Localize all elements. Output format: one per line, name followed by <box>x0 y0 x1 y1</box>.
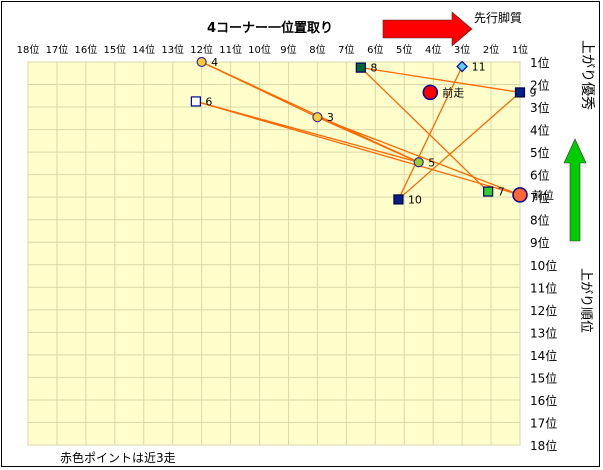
data-label: 11 <box>472 61 486 74</box>
y-tick-label: 13位 <box>530 325 557 340</box>
y-tick-label: 9位 <box>530 235 550 250</box>
y-tick-label: 10位 <box>530 258 557 273</box>
data-label: 4 <box>211 56 218 69</box>
y-tick-label: 16位 <box>530 393 557 408</box>
x-tick-label: 5位 <box>396 43 412 56</box>
data-point <box>413 157 424 168</box>
x-tick-label: 1位 <box>512 43 528 56</box>
x-tick-label: 18位 <box>17 43 40 56</box>
y-tick-label: 3位 <box>530 100 550 115</box>
y-tick-label: 2位 <box>530 78 550 93</box>
arrow-up-icon <box>563 138 587 242</box>
data-point <box>393 194 404 205</box>
data-label: 6 <box>205 95 212 108</box>
connector-line <box>317 116 419 163</box>
y-tick-label: 7位 <box>530 190 550 205</box>
y-tick-label: 5位 <box>530 145 550 160</box>
y-axis-label: 上がり順位 <box>578 268 593 333</box>
connector-line <box>360 66 521 94</box>
x-tick-label: 3位 <box>454 43 470 56</box>
data-label: 7 <box>498 186 505 199</box>
data-point <box>355 62 366 73</box>
x-tick-label: 7位 <box>338 43 354 56</box>
data-label: 前位 <box>532 188 554 202</box>
arrow-right-icon <box>382 11 473 47</box>
data-point <box>422 84 439 101</box>
y-tick-label: 8位 <box>530 213 550 228</box>
y-tick-label: 4位 <box>530 123 550 138</box>
y-tick-label: 11位 <box>530 280 557 295</box>
x-tick-label: 13位 <box>161 43 184 56</box>
connector-line <box>201 61 318 118</box>
data-point <box>196 56 207 68</box>
plot-area <box>27 61 521 446</box>
x-tick-label: 11位 <box>219 43 242 56</box>
data-point <box>312 112 323 123</box>
data-label: 10 <box>408 193 422 206</box>
y-tick-label: 6位 <box>530 168 550 183</box>
x-tick-label: 14位 <box>132 43 155 56</box>
arrow-right-label: 先行脚質 <box>474 10 522 25</box>
y-tick-label: 14位 <box>530 348 557 363</box>
data-label: 3 <box>327 111 334 124</box>
y-tick-label: 12位 <box>530 303 557 318</box>
y-tick-label: 18位 <box>530 438 557 453</box>
connector-line <box>397 66 463 200</box>
x-tick-label: 9位 <box>280 43 296 56</box>
connector-line <box>398 91 521 200</box>
chart-title: 4コーナー一位置取り <box>207 20 333 36</box>
x-tick-label: 16位 <box>75 43 98 56</box>
data-point <box>190 96 201 107</box>
x-tick-label: 6位 <box>367 43 383 56</box>
y-tick-label: 1位 <box>530 55 550 70</box>
data-point <box>483 186 494 197</box>
data-label: 8 <box>370 62 377 75</box>
y-tick-label: 15位 <box>530 370 557 385</box>
connector-line <box>360 67 489 193</box>
x-tick-label: 2位 <box>483 43 499 56</box>
data-label: 5 <box>428 156 435 169</box>
data-point <box>512 187 528 203</box>
y-tick-label: 17位 <box>530 415 557 430</box>
x-tick-label: 17位 <box>46 43 69 56</box>
x-tick-label: 12位 <box>190 43 213 56</box>
arrow-up-label: 上がり優秀 <box>579 40 595 110</box>
data-label: 前走 <box>442 85 464 99</box>
x-tick-label: 10位 <box>248 43 271 56</box>
x-tick-label: 15位 <box>103 43 126 56</box>
connector-line <box>195 100 521 196</box>
data-label: 9 <box>530 86 537 99</box>
x-tick-label: 8位 <box>309 43 325 56</box>
footnote: 赤色ポイントは近3走 <box>60 451 176 465</box>
data-point <box>514 87 526 98</box>
data-point <box>456 60 468 73</box>
x-tick-label: 4位 <box>425 43 441 56</box>
